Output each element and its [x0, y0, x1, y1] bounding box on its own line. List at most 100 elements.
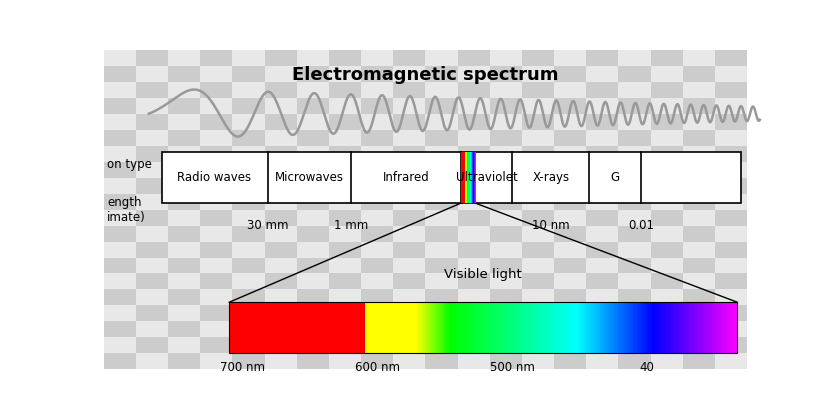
Bar	[136, 273, 168, 290]
Bar	[500, 302, 501, 354]
Bar	[413, 302, 415, 354]
Bar	[561, 302, 563, 354]
Bar	[490, 305, 522, 321]
Bar	[374, 302, 376, 354]
Bar	[275, 302, 277, 354]
Bar	[779, 34, 812, 50]
Bar	[200, 146, 232, 161]
Bar	[104, 178, 136, 193]
Bar	[265, 66, 297, 82]
Bar	[442, 302, 445, 354]
Bar	[373, 302, 374, 354]
Bar	[393, 50, 426, 66]
Bar	[274, 302, 276, 354]
Bar	[509, 302, 510, 354]
Bar	[168, 273, 200, 290]
Bar	[265, 354, 297, 369]
Bar	[522, 50, 554, 66]
Bar	[522, 146, 554, 161]
Bar	[200, 98, 232, 114]
Bar	[200, 226, 232, 242]
Bar	[265, 302, 266, 354]
Bar	[344, 302, 347, 354]
Bar	[463, 302, 465, 354]
Bar	[250, 302, 251, 354]
Bar	[555, 302, 558, 354]
Bar	[554, 161, 586, 178]
Bar	[586, 226, 618, 242]
Bar	[707, 302, 709, 354]
Bar	[426, 193, 457, 210]
Bar	[461, 302, 464, 354]
Bar	[426, 273, 457, 290]
Bar	[617, 302, 618, 354]
Bar	[303, 302, 305, 354]
Bar	[329, 146, 361, 161]
Bar	[297, 290, 329, 305]
Bar	[490, 146, 522, 161]
Bar	[104, 50, 136, 66]
Bar	[715, 354, 747, 369]
Bar	[297, 18, 329, 34]
Bar	[698, 302, 700, 354]
Bar	[361, 34, 393, 50]
Bar	[291, 302, 293, 354]
Bar	[490, 242, 522, 257]
Bar	[350, 302, 352, 354]
Bar	[366, 302, 369, 354]
Bar	[458, 302, 460, 354]
Bar	[724, 302, 725, 354]
Bar	[265, 114, 297, 129]
Bar	[520, 302, 522, 354]
Bar	[583, 302, 585, 354]
Bar	[426, 290, 457, 305]
Bar	[325, 302, 328, 354]
Bar	[393, 98, 426, 114]
Bar	[553, 302, 555, 354]
Bar	[313, 302, 315, 354]
Bar	[779, 337, 812, 354]
Text: G: G	[611, 171, 620, 184]
Bar	[598, 302, 599, 354]
Bar	[329, 18, 361, 34]
Bar	[619, 302, 621, 354]
Bar	[200, 82, 232, 98]
Bar	[554, 178, 586, 193]
Bar	[232, 210, 265, 225]
Bar	[136, 18, 168, 34]
Bar	[658, 302, 661, 354]
Bar	[297, 321, 329, 337]
Bar	[200, 129, 232, 146]
Bar	[270, 302, 271, 354]
Bar	[586, 193, 618, 210]
Bar	[651, 66, 683, 82]
Bar	[329, 114, 361, 129]
Bar	[516, 302, 518, 354]
Bar	[168, 178, 200, 193]
Bar	[651, 161, 683, 178]
Bar	[522, 18, 554, 34]
Bar	[293, 302, 295, 354]
Bar	[445, 302, 447, 354]
Bar	[329, 193, 361, 210]
Bar	[651, 114, 683, 129]
Bar	[297, 273, 329, 290]
Bar	[647, 302, 649, 354]
Bar	[537, 302, 539, 354]
Bar	[651, 193, 683, 210]
Bar	[651, 302, 653, 354]
Bar	[618, 321, 651, 337]
Bar	[104, 305, 136, 321]
Bar	[136, 242, 168, 257]
Bar	[682, 273, 715, 290]
Bar	[779, 129, 812, 146]
Bar	[415, 302, 417, 354]
Bar	[232, 226, 265, 242]
Bar	[168, 146, 200, 161]
Bar	[426, 18, 457, 34]
Bar	[651, 98, 683, 114]
Bar	[651, 257, 683, 273]
Bar	[691, 302, 692, 354]
Bar	[490, 18, 522, 34]
Bar	[136, 129, 168, 146]
